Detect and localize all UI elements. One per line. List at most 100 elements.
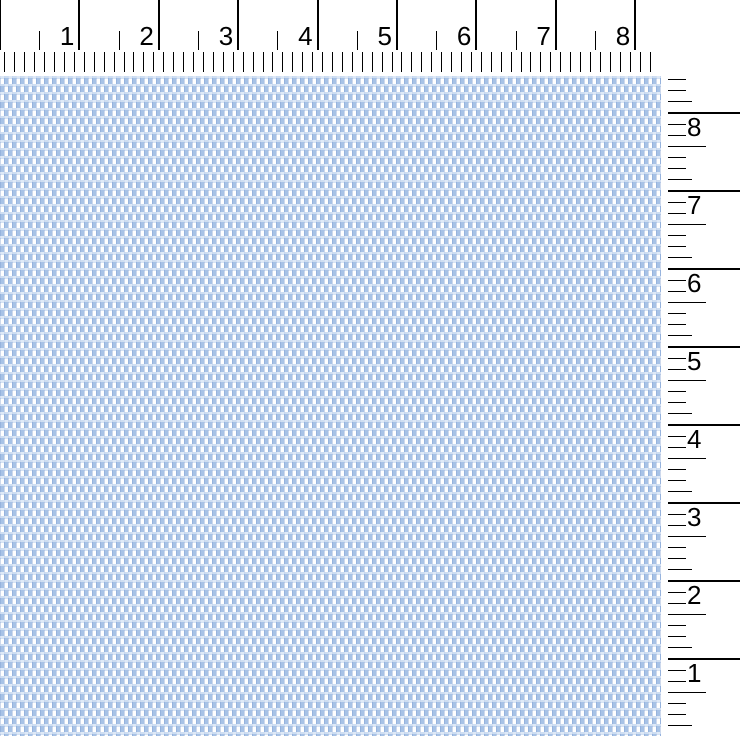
ruler-tick-minor — [599, 52, 601, 72]
ruler-tick-minor — [411, 52, 413, 72]
ruler-tick-minor — [183, 52, 185, 72]
ruler-tick-minor — [668, 90, 686, 92]
ruler-tick-minor — [490, 52, 492, 72]
ruler-tick-minor — [668, 625, 686, 627]
ruler-tick-minor — [232, 52, 234, 72]
ruler-tick-minor — [64, 52, 66, 72]
ruler-tick-minor — [668, 647, 692, 649]
ruler-tick-minor — [143, 52, 145, 72]
ruler-tick-major — [316, 0, 319, 50]
ruler-tick-minor — [668, 101, 692, 103]
ruler-tick-half — [118, 31, 120, 50]
ruler-tick-minor — [193, 52, 195, 72]
ruler-tick-major — [668, 580, 740, 582]
ruler-label: 2 — [687, 580, 702, 610]
ruler-tick-minor — [212, 52, 214, 72]
ruler-tick-minor — [668, 680, 686, 682]
ruler-tick-major — [78, 0, 81, 50]
ruler-tick-major — [157, 0, 160, 50]
ruler-tick-half — [436, 31, 438, 50]
ruler-tick-minor — [351, 52, 353, 72]
ruler-tick-minor — [668, 435, 686, 437]
ruler-tick-half — [668, 613, 706, 615]
ruler-tick-minor — [54, 52, 56, 72]
ruler-label: 4 — [298, 21, 313, 51]
ruler-tick-minor — [510, 52, 512, 72]
ruler-label: 8 — [687, 112, 702, 142]
ruler-tick-minor — [590, 52, 592, 72]
ruler-tick-minor — [668, 547, 686, 549]
ruler-tick-minor — [252, 52, 254, 72]
ruler-tick-minor — [668, 123, 686, 125]
ruler-tick-half — [668, 379, 706, 381]
ruler-tick-minor — [668, 524, 686, 526]
ruler-tick-minor — [560, 52, 562, 72]
ruler-tick-minor — [570, 52, 572, 72]
ruler-tick-minor — [14, 52, 16, 72]
ruler-tick-half — [668, 691, 706, 693]
ruler-tick-minor — [173, 52, 175, 72]
ruler-label: 3 — [687, 502, 702, 532]
ruler-tick-minor — [282, 52, 284, 72]
ruler-tick-minor — [668, 324, 686, 326]
ruler-tick-minor — [103, 52, 105, 72]
ruler-tick-minor — [619, 52, 621, 72]
ruler-tick-major — [0, 0, 1, 50]
ruler-tick-minor — [668, 469, 686, 471]
ruler-tick-minor — [530, 52, 532, 72]
ruler-tick-half — [668, 223, 706, 225]
fabric-canvas[interactable] — [0, 76, 661, 736]
ruler-tick-half — [515, 31, 517, 50]
ruler-tick-minor — [668, 79, 686, 81]
ruler-tick-minor — [34, 52, 36, 72]
ruler-tick-minor — [153, 52, 155, 72]
ruler-tick-minor — [668, 602, 686, 604]
ruler-tick-minor — [381, 52, 383, 72]
ruler-tick-minor — [668, 491, 692, 493]
ruler-tick-minor — [668, 446, 686, 448]
horizontal-ruler: 1 2 3 4 5 6 7 8 — [0, 0, 740, 75]
ruler-tick-minor — [668, 368, 686, 370]
ruler-tick-major — [668, 346, 740, 348]
ruler-tick-minor — [202, 52, 204, 72]
ruler-label: 8 — [615, 21, 631, 51]
vertical-ruler: 8 7 6 5 4 3 2 1 — [668, 75, 740, 736]
ruler-tick-minor — [480, 52, 482, 72]
ruler-tick-minor — [668, 335, 692, 337]
ruler-tick-minor — [550, 52, 552, 72]
ruler-label: 4 — [687, 424, 702, 454]
ruler-tick-minor — [668, 569, 692, 571]
ruler-tick-minor — [322, 52, 324, 72]
ruler-tick-minor — [500, 52, 502, 72]
ruler-tick-minor — [668, 257, 692, 259]
ruler-tick-half — [356, 31, 358, 50]
ruler-tick-minor — [668, 290, 686, 292]
ruler-tick-minor — [4, 52, 6, 72]
ruler-tick-half — [198, 31, 199, 50]
ruler-tick-minor — [83, 52, 85, 72]
ruler-tick-minor — [668, 669, 686, 671]
ruler-label: 5 — [377, 21, 392, 51]
ruler-tick-minor — [44, 52, 46, 72]
ruler-tick-minor — [540, 52, 542, 72]
ruler-tick-minor — [242, 52, 244, 72]
ruler-tick-minor — [668, 591, 686, 593]
ruler-label: 7 — [687, 190, 702, 220]
ruler-tick-minor — [133, 52, 135, 72]
ruler-tick-minor — [639, 52, 641, 72]
ruler-tick-half — [668, 145, 706, 147]
ruler-tick-minor — [609, 52, 611, 72]
ruler-tick-major — [668, 424, 740, 426]
ruler-tick-minor — [312, 52, 314, 72]
ruler-label: 6 — [687, 268, 702, 298]
ruler-tick-major — [475, 0, 478, 50]
ruler-tick-minor — [629, 52, 631, 72]
ruler-tick-half — [277, 31, 279, 50]
ruler-tick-minor — [668, 179, 692, 181]
ruler-tick-major — [668, 658, 740, 660]
ruler-tick-minor — [649, 52, 651, 72]
ruler-label: 2 — [139, 21, 154, 51]
ruler-tick-major — [668, 190, 740, 192]
ruler-tick-half — [668, 301, 706, 303]
